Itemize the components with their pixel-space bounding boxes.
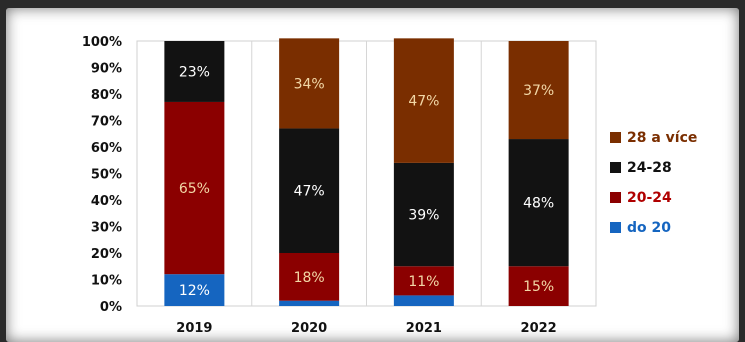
x-tick-label: 2019 bbox=[176, 321, 212, 336]
legend-label: 20-24 bbox=[627, 190, 672, 206]
y-tick-label: 30% bbox=[91, 221, 122, 236]
data-label: 12% bbox=[179, 283, 210, 299]
data-label: 34% bbox=[294, 76, 325, 92]
data-label: 48% bbox=[523, 196, 554, 212]
bar-segment bbox=[164, 101, 225, 275]
bar-segment bbox=[393, 266, 454, 296]
y-tick-label: 20% bbox=[91, 247, 122, 262]
y-tick-label: 40% bbox=[91, 194, 122, 209]
bar-segment bbox=[279, 300, 340, 306]
y-tick-label: 70% bbox=[91, 115, 122, 130]
x-axis: 2019 2020 2021 2022 bbox=[176, 321, 556, 336]
legend-label: 28 a více bbox=[627, 130, 697, 146]
x-tick-label: 2020 bbox=[291, 321, 327, 336]
y-axis: 0% 10% 20% 30% 40% 50% 60% 70% 80% 90% 100% bbox=[82, 35, 122, 315]
bar-segment bbox=[508, 266, 569, 306]
y-tick-label: 80% bbox=[91, 88, 122, 103]
legend-label: 24-28 bbox=[627, 160, 672, 176]
bar-segment bbox=[508, 139, 569, 267]
legend-swatch bbox=[610, 162, 621, 173]
y-tick-label: 10% bbox=[91, 274, 122, 289]
bar-segment bbox=[393, 162, 454, 267]
bar-segment bbox=[164, 274, 225, 306]
legend-swatch bbox=[610, 132, 621, 143]
y-tick-label: 90% bbox=[91, 62, 122, 77]
data-label: 47% bbox=[408, 94, 439, 110]
x-tick-label: 2021 bbox=[406, 321, 442, 336]
bar-segment bbox=[164, 41, 225, 102]
data-label: 18% bbox=[294, 270, 325, 286]
data-label: 23% bbox=[179, 64, 210, 80]
x-tick-label: 2022 bbox=[521, 321, 557, 336]
data-label: 39% bbox=[408, 208, 439, 224]
bars: 12% 65% 23% 18% 47% 34% 11% 39% 47% 15% 48% 37% bbox=[164, 38, 569, 306]
data-label: 37% bbox=[523, 83, 554, 99]
bar-segment bbox=[279, 38, 340, 129]
bar-segment bbox=[393, 295, 454, 306]
bar-segment bbox=[279, 128, 340, 253]
y-tick-label: 60% bbox=[91, 141, 122, 156]
bar-segment bbox=[393, 38, 454, 163]
y-tick-label: 100% bbox=[82, 35, 122, 50]
legend-label: do 20 bbox=[627, 220, 671, 236]
legend-swatch bbox=[610, 222, 621, 233]
data-label: 65% bbox=[179, 181, 210, 197]
y-tick-label: 50% bbox=[91, 168, 122, 183]
legend-swatch bbox=[610, 192, 621, 203]
data-label: 11% bbox=[408, 274, 439, 290]
bar-segment bbox=[279, 253, 340, 301]
data-label: 15% bbox=[523, 279, 554, 295]
y-tick-label: 0% bbox=[100, 300, 122, 315]
data-label: 47% bbox=[294, 184, 325, 200]
bar-segment bbox=[508, 41, 569, 140]
legend: 28 a více 24-28 20-24 do 20 bbox=[610, 130, 697, 236]
